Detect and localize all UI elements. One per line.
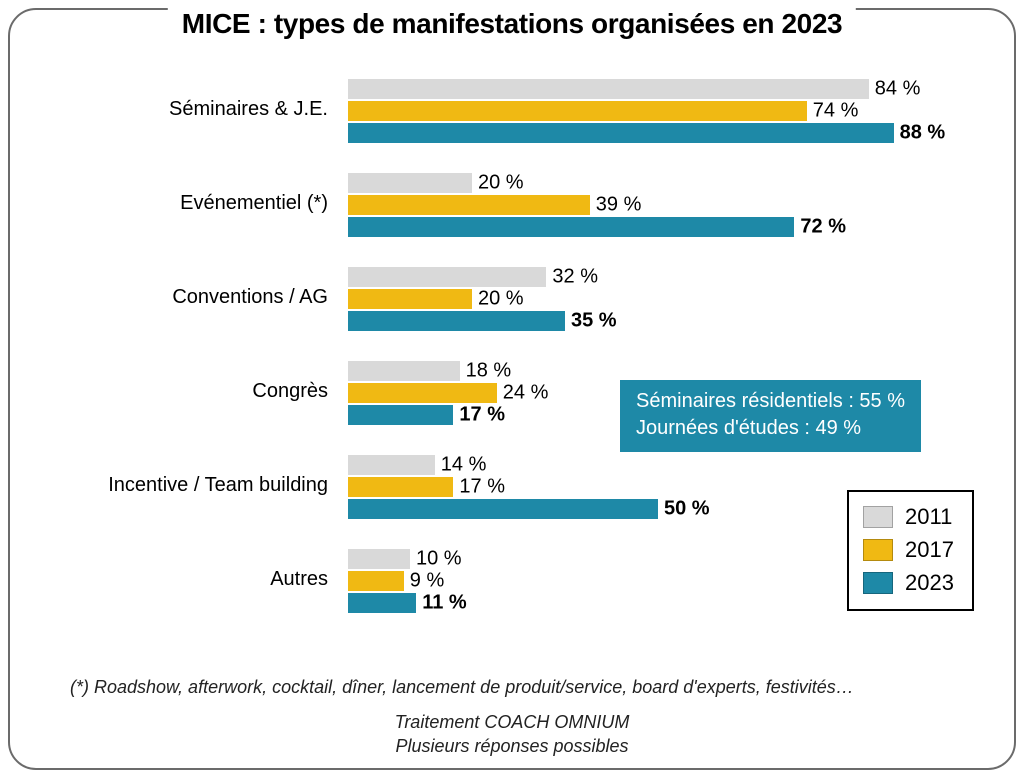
bar-value-label: 84 % [869,78,921,101]
category-label: Congrès [40,352,338,430]
footnote: (*) Roadshow, afterwork, cocktail, dîner… [70,677,974,698]
legend-label: 2023 [905,566,954,599]
bar-2023: 17 % [348,405,453,425]
bar-2023: 35 % [348,311,565,331]
bar-2011: 32 % [348,267,546,287]
bar-2017: 9 % [348,571,404,591]
bar-value-label: 20 % [472,172,524,195]
legend-item: 2011 [863,500,954,533]
bar-value-label: 11 % [416,592,466,615]
category-group: Autres10 %9 %11 % [40,540,984,618]
legend-item: 2017 [863,533,954,566]
category-label: Conventions / AG [40,258,338,336]
bar-2011: 14 % [348,455,435,475]
bar-value-label: 88 % [894,122,946,145]
source-block: Traitement COACH OMNIUM Plusieurs répons… [10,711,1014,758]
bar-area: 20 %39 %72 % [348,164,984,242]
legend-label: 2017 [905,533,954,566]
bar-2011: 18 % [348,361,460,381]
category-label: Séminaires & J.E. [40,70,338,148]
legend-label: 2011 [905,500,952,533]
bar-2017: 20 % [348,289,472,309]
bar-2023: 11 % [348,593,416,613]
legend-swatch [863,506,893,528]
bar-value-label: 35 % [565,310,617,333]
category-group: Evénementiel (*)20 %39 %72 % [40,164,984,242]
bar-value-label: 9 % [404,570,444,593]
callout-box: Séminaires résidentiels : 55 % Journées … [620,380,921,452]
bar-value-label: 32 % [546,266,598,289]
bar-area: 84 %74 %88 % [348,70,984,148]
callout-line-1: Séminaires résidentiels : 55 % [636,388,905,415]
bar-value-label: 24 % [497,382,549,405]
legend-item: 2023 [863,566,954,599]
bar-2017: 74 % [348,101,807,121]
legend-swatch [863,572,893,594]
bar-2023: 50 % [348,499,658,519]
bar-value-label: 20 % [472,288,524,311]
bar-value-label: 17 % [453,404,505,427]
category-label: Autres [40,540,338,618]
bar-value-label: 72 % [794,216,846,239]
callout-line-2: Journées d'études : 49 % [636,415,905,442]
bar-2023: 72 % [348,217,794,237]
bar-2011: 84 % [348,79,869,99]
category-group: Incentive / Team building14 %17 %50 % [40,446,984,524]
bar-2017: 39 % [348,195,590,215]
bar-value-label: 18 % [460,360,512,383]
bar-2023: 88 % [348,123,894,143]
category-label: Evénementiel (*) [40,164,338,242]
bar-value-label: 17 % [453,476,505,499]
bar-2017: 24 % [348,383,497,403]
bar-2011: 10 % [348,549,410,569]
bar-value-label: 74 % [807,100,859,123]
chart-title: MICE : types de manifestations organisée… [168,6,856,46]
legend-swatch [863,539,893,561]
bar-value-label: 14 % [435,454,487,477]
chart-area: Séminaires & J.E.84 %74 %88 %Evénementie… [40,70,984,658]
category-group: Conventions / AG32 %20 %35 % [40,258,984,336]
bar-2017: 17 % [348,477,453,497]
bar-value-label: 39 % [590,194,642,217]
source-line-1: Traitement COACH OMNIUM [10,711,1014,734]
category-group: Séminaires & J.E.84 %74 %88 % [40,70,984,148]
bar-area: 32 %20 %35 % [348,258,984,336]
bar-value-label: 50 % [658,498,710,521]
category-label: Incentive / Team building [40,446,338,524]
source-line-2: Plusieurs réponses possibles [10,735,1014,758]
legend: 201120172023 [847,490,974,611]
bar-value-label: 10 % [410,548,462,571]
chart-frame: MICE : types de manifestations organisée… [8,8,1016,770]
bar-2011: 20 % [348,173,472,193]
